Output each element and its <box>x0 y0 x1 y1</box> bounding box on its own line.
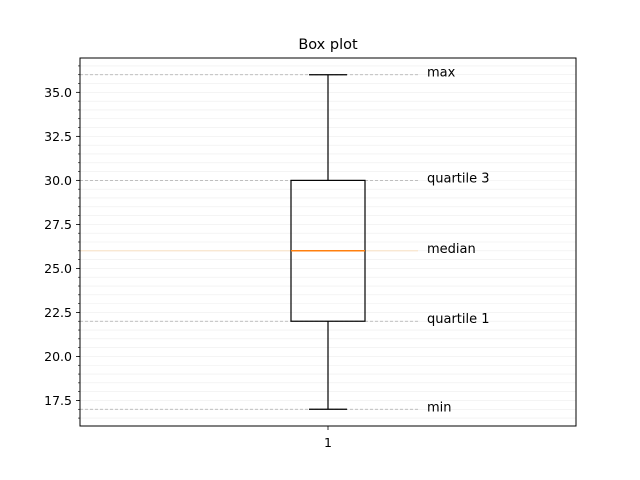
annotations: max quartile 3 median quartile 1 min <box>427 66 490 416</box>
axes: 17.5 20.0 22.5 25.0 27.5 30.0 32.5 35.0 1 <box>44 65 332 450</box>
y-tick-label: 25.0 <box>44 261 72 276</box>
annotation-label: median <box>427 242 476 257</box>
y-tick-label: 32.5 <box>44 129 72 144</box>
annotation-label: quartile 3 <box>427 171 490 186</box>
y-tick-label: 20.0 <box>44 349 72 364</box>
y-tick-label: 30.0 <box>44 173 72 188</box>
y-tick-label: 22.5 <box>44 305 72 320</box>
chart-title: Box plot <box>298 37 358 53</box>
y-tick-label: 35.0 <box>44 85 72 100</box>
annotation-label: min <box>427 400 452 415</box>
box-plot <box>290 74 366 410</box>
annotation-label: quartile 1 <box>427 312 490 327</box>
annotation-label: max <box>427 66 456 81</box>
x-tick-label: 1 <box>324 435 332 450</box>
y-tick-label: 27.5 <box>44 217 72 232</box>
y-tick-label: 17.5 <box>44 393 72 408</box>
